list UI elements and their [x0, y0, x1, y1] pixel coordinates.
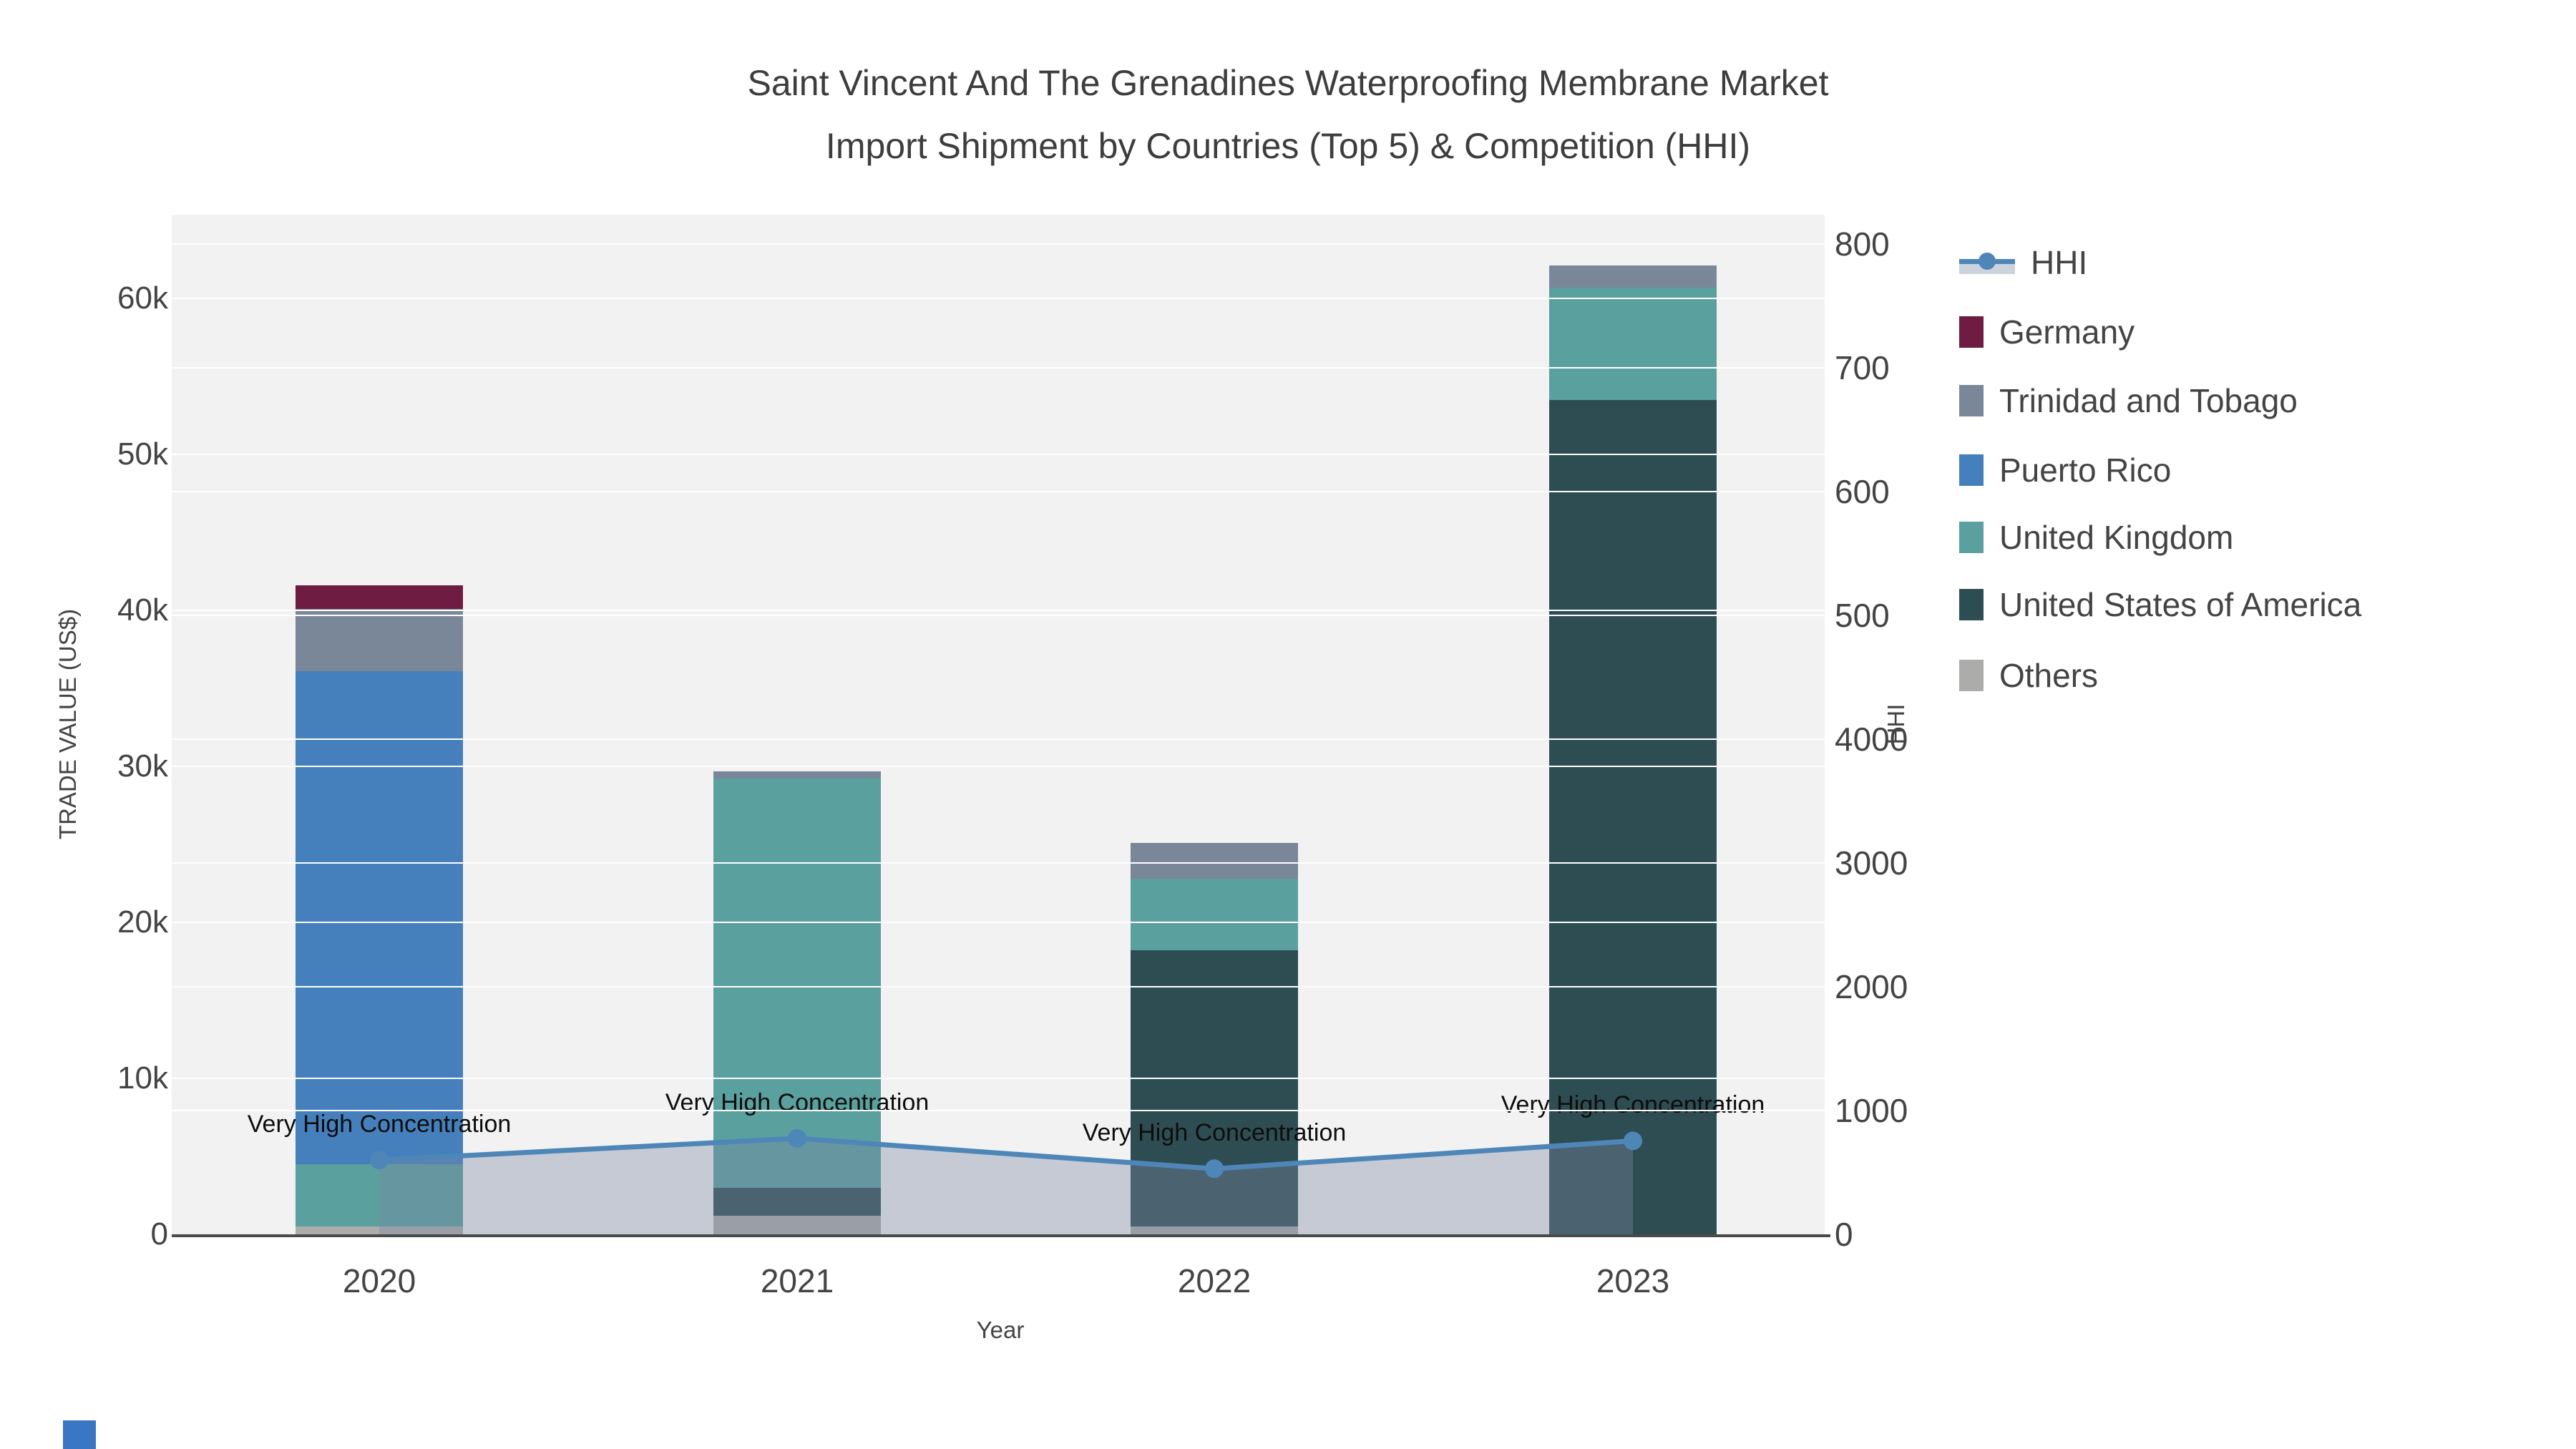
gridline-right-500	[172, 615, 1825, 616]
legend-item-hhi[interactable]: HHI	[1959, 243, 2087, 282]
legend-label: United States of America	[1999, 586, 2362, 623]
bar-2020-trinidad-and-tobago	[296, 608, 463, 671]
bar-2021-united-states-of-america	[713, 1187, 881, 1216]
legend-label: HHI	[2031, 244, 2088, 281]
gridline-left-20k	[172, 922, 1825, 923]
legend-label: Trinidad and Tobago	[1999, 382, 2298, 419]
y-tick-left-50k: 50k	[117, 436, 168, 472]
chart-title-line1: Saint Vincent And The Grenadines Waterpr…	[747, 63, 1829, 103]
legend-item-trinidad-and-tobago[interactable]: Trinidad and Tobago	[1959, 381, 2298, 420]
gridline-left-60k	[172, 298, 1825, 299]
x-tick-2023: 2023	[1596, 1262, 1670, 1299]
bar-2023-united-states-of-america	[1549, 399, 1717, 1234]
bar-2023-united-kingdom	[1549, 287, 1717, 400]
annotation-2022: Very High Concentration	[1082, 1119, 1347, 1147]
bar-2020-germany	[296, 585, 463, 609]
annotation-2020: Very High Concentration	[247, 1111, 512, 1138]
gridline-right-4000	[172, 738, 1825, 740]
y-tick-left-30k: 30k	[117, 748, 168, 784]
y-tick-left-40k: 40k	[117, 592, 168, 628]
x-tick-2021: 2021	[760, 1262, 834, 1299]
annotation-2023: Very High Concentration	[1501, 1091, 1765, 1119]
x-tick-2022: 2022	[1177, 1262, 1252, 1299]
legend-swatch-icon	[1959, 589, 1984, 620]
bar-2022-united-kingdom	[1131, 878, 1298, 951]
legend-item-puerto-rico[interactable]: Puerto Rico	[1959, 451, 2171, 489]
y-tick-left-20k: 20k	[117, 904, 168, 940]
bar-2022-united-states-of-america	[1131, 950, 1298, 1227]
x-tick-2020: 2020	[342, 1262, 416, 1299]
hhi-marker-sample	[1979, 253, 1996, 270]
gridline-right-2000	[172, 986, 1825, 987]
legend-label: United Kingdom	[1999, 519, 2234, 556]
bar-2020-united-kingdom	[296, 1163, 463, 1227]
y-tick-right-0: 0	[1835, 1216, 1853, 1253]
gridline-left-40k	[172, 610, 1825, 611]
bar-2022-trinidad-and-tobago	[1131, 842, 1298, 879]
y-tick-right-1000: 1000	[1835, 1092, 1908, 1129]
legend-swatch-icon	[1959, 660, 1984, 691]
legend-item-germany[interactable]: Germany	[1959, 313, 2135, 351]
legend-swatch-icon	[1959, 316, 1984, 348]
gridline-right-1000	[172, 1110, 1825, 1111]
legend-swatch-icon	[1959, 454, 1984, 486]
bottom-left-blue-mark	[63, 1420, 96, 1449]
legend-label: Germany	[1999, 313, 2135, 351]
gridline-right-600	[172, 491, 1825, 492]
legend-swatch-icon	[1959, 522, 1984, 553]
gridline-left-50k	[172, 454, 1825, 455]
y-tick-right-700: 700	[1835, 349, 1890, 386]
gridline-right-3000	[172, 862, 1825, 864]
chart-title: Saint Vincent And The Grenadines Waterpr…	[747, 52, 1828, 177]
legend-swatch-icon	[1959, 385, 1984, 416]
y-tick-right-600: 600	[1835, 473, 1890, 510]
y-tick-left-10k: 10k	[117, 1060, 168, 1096]
bar-2021-others	[713, 1215, 881, 1234]
bar-2021-trinidad-and-tobago	[713, 771, 881, 779]
legend-item-others[interactable]: Others	[1959, 656, 2098, 695]
legend-label: Others	[1999, 657, 2099, 694]
gridline-right-700	[172, 367, 1825, 369]
chart-title-line2: Import Shipment by Countries (Top 5) & C…	[825, 126, 1751, 166]
hhi-line-sample-icon	[1959, 247, 2015, 278]
legend-item-united-states-of-america[interactable]: United States of America	[1959, 585, 2361, 624]
bar-2023-trinidad-and-tobago	[1549, 265, 1717, 288]
annotation-2021: Very High Concentration	[665, 1088, 930, 1116]
y-tick-right-4000: 4000	[1835, 721, 1908, 758]
bar-2021-united-kingdom	[713, 779, 881, 1188]
y-tick-right-2000: 2000	[1835, 968, 1908, 1005]
legend-label: Puerto Rico	[1999, 452, 2172, 489]
x-axis-line	[172, 1234, 1830, 1237]
y-tick-right-3000: 3000	[1835, 844, 1908, 882]
gridline-left-30k	[172, 766, 1825, 767]
left-axis-title: TRADE VALUE (US$)	[54, 608, 81, 840]
gridline-left-10k	[172, 1078, 1825, 1079]
bar-2020-puerto-rico	[296, 671, 463, 1164]
x-axis-title: Year	[976, 1317, 1025, 1343]
y-tick-right-800: 800	[1835, 225, 1890, 263]
y-tick-right-500: 500	[1835, 597, 1890, 634]
gridline-right-800	[172, 243, 1825, 245]
bar-2020-others	[296, 1226, 463, 1234]
bar-2022-others	[1131, 1226, 1298, 1234]
y-tick-left-60k: 60k	[117, 280, 168, 316]
legend-item-united-kingdom[interactable]: United Kingdom	[1959, 518, 2233, 557]
y-tick-left-0: 0	[150, 1216, 168, 1252]
